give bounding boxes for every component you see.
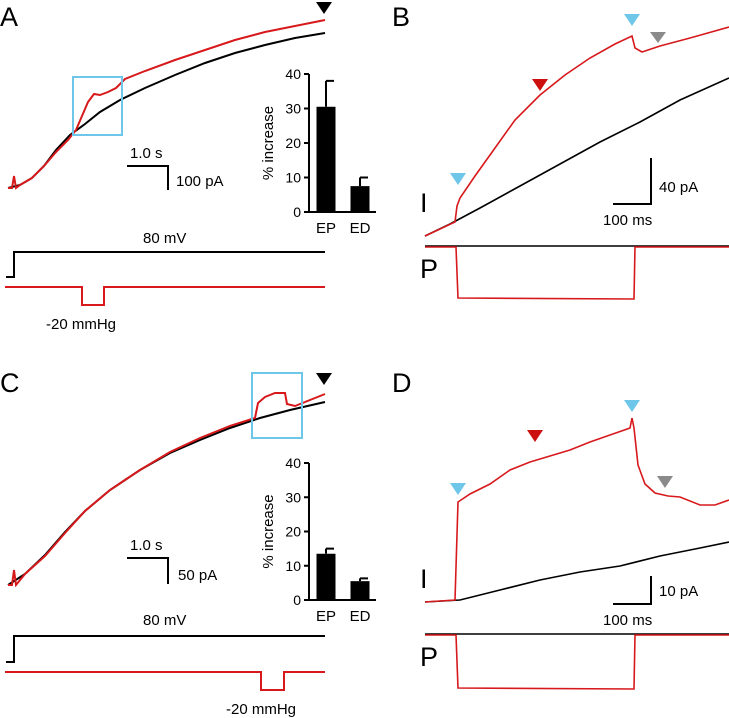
pressure-current-trace-b	[424, 26, 729, 237]
zoom-box-a	[72, 76, 123, 136]
y-tick-label: 30	[285, 489, 301, 505]
arrowhead-red-b	[532, 79, 548, 91]
y-tick-label: 20	[285, 135, 301, 151]
arrowhead-blue-d-end	[624, 400, 640, 412]
scale-bar-d	[613, 576, 652, 605]
pressure-label-c: -20 mmHg	[226, 701, 296, 718]
pressure-current-trace-a	[8, 19, 326, 190]
trace-label-p-d: P	[420, 642, 438, 672]
error-bar-ep	[325, 79, 334, 107]
scale-current-b: 40 pA	[659, 179, 698, 196]
scale-current-c: 50 pA	[178, 567, 217, 584]
control-current-trace-a	[7, 32, 326, 189]
y-tick-label: 0	[293, 204, 301, 220]
scale-bar-a	[127, 165, 169, 190]
pressure-trace-d	[425, 634, 729, 690]
scale-current-d: 10 pA	[659, 583, 698, 600]
y-tick-label: 20	[285, 524, 301, 540]
pressure-current-trace-c	[8, 392, 326, 588]
control-current-trace-b	[424, 77, 729, 237]
category-label: EP	[316, 220, 336, 237]
bar-ep	[316, 553, 336, 600]
trace-label-p-b: P	[420, 254, 438, 284]
category-label: EP	[316, 608, 336, 625]
voltage-step-c	[6, 635, 325, 663]
arrowhead-blue-b-start	[450, 173, 466, 185]
arrowhead-gray-d	[657, 476, 673, 488]
zoom-box-c	[251, 372, 303, 439]
pressure-step-a	[5, 286, 325, 306]
control-current-trace-d	[424, 541, 729, 603]
scale-time-c: 1.0 s	[130, 537, 163, 554]
bar-chart-a: 0 10 20 30 40 % increase EP ED	[260, 66, 376, 237]
pressure-step-c	[5, 671, 325, 691]
y-tick-label: 10	[285, 170, 301, 186]
category-label: ED	[350, 608, 371, 625]
scale-bar-c	[127, 557, 169, 584]
pressure-current-trace-d	[424, 417, 729, 603]
scale-time-a: 1.0 s	[130, 145, 163, 162]
voltage-label-c: 80 mV	[143, 612, 186, 629]
panel-label-a: A	[0, 2, 18, 32]
y-tick-label: 40	[285, 66, 301, 82]
panel-label-b: B	[392, 2, 410, 32]
bar-ep	[316, 106, 336, 212]
scale-time-d: 100 ms	[603, 612, 652, 629]
arrowhead-gray-b	[650, 32, 666, 43]
arrowhead-black-a	[316, 2, 332, 14]
y-tick-label: 10	[285, 558, 301, 574]
error-bar-ep	[325, 547, 334, 554]
y-tick-label: 30	[285, 101, 301, 117]
category-label: ED	[350, 220, 371, 237]
panel-label-d: D	[392, 368, 412, 398]
pressure-label-a: -20 mmHg	[46, 316, 116, 333]
arrowhead-blue-b-end	[624, 14, 640, 26]
arrowhead-red-d	[527, 430, 543, 442]
trace-label-i-d: I	[420, 564, 428, 594]
scale-current-a: 100 pA	[176, 173, 224, 190]
y-axis-label: % increase	[260, 106, 277, 180]
trace-label-i-b: I	[420, 188, 428, 218]
y-tick-label: 0	[293, 592, 301, 608]
voltage-step-a	[6, 251, 325, 278]
error-bar-ed	[359, 577, 368, 582]
y-axis-label: % increase	[260, 494, 277, 568]
bar-chart-c: 0 10 20 30 40 % increase EP ED	[260, 455, 376, 625]
error-bar-ed	[359, 176, 368, 187]
voltage-label-a: 80 mV	[143, 230, 186, 247]
bar-ed	[350, 581, 370, 600]
bar-ed	[350, 186, 370, 212]
arrowhead-black-c	[316, 373, 332, 385]
panel-label-c: C	[0, 368, 20, 398]
scale-bar-b	[613, 158, 652, 205]
y-tick-label: 40	[285, 455, 301, 471]
scale-time-b: 100 ms	[603, 212, 652, 229]
pressure-trace-b	[425, 246, 729, 300]
arrowhead-blue-d-start	[450, 483, 466, 495]
